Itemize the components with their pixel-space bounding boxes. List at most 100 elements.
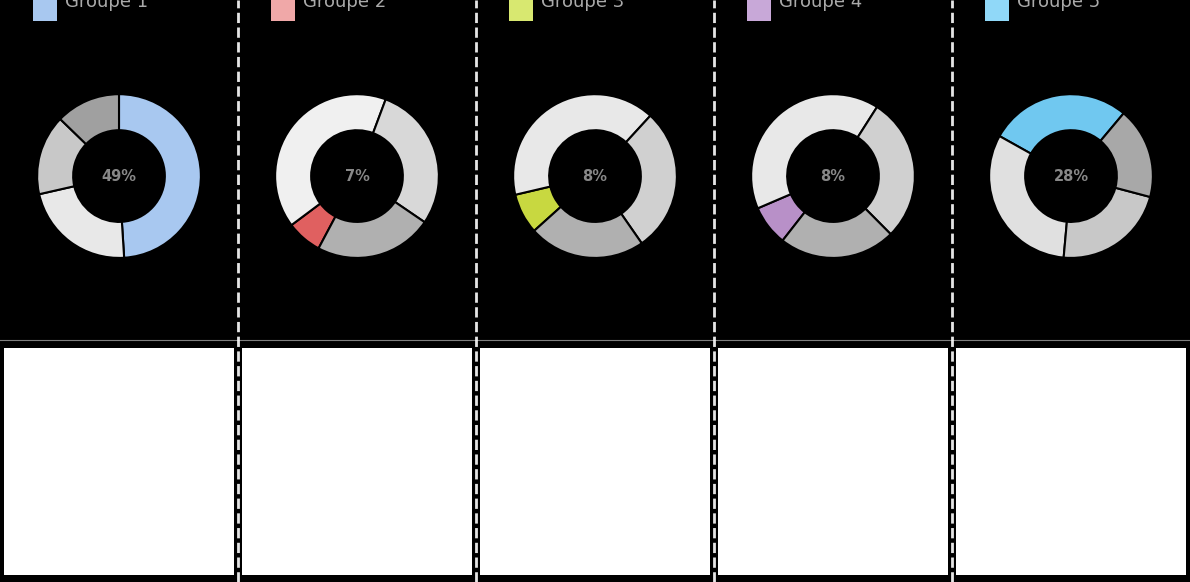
Text: sociale: sociale [494, 396, 533, 406]
Text: Plus jeunes avec le plus: Plus jeunes avec le plus [970, 357, 1106, 367]
Text: 60%: 60% [256, 403, 281, 413]
FancyBboxPatch shape [747, 0, 771, 22]
Text: 20-24 ans.: 20-24 ans. [33, 453, 86, 464]
Text: n’ont pas fini: n’ont pas fini [68, 484, 137, 494]
Text: Autres groupes de CAEOG: Autres groupes de CAEOG [18, 357, 164, 367]
FancyBboxPatch shape [985, 0, 1009, 22]
Text: ❖: ❖ [728, 505, 735, 514]
Text: femmes.: femmes. [970, 423, 1014, 433]
Text: ❖: ❖ [14, 484, 21, 494]
Text: Plus attachés au: Plus attachés au [256, 357, 350, 367]
Wedge shape [275, 94, 386, 225]
Text: 57%: 57% [33, 434, 57, 444]
Wedge shape [751, 94, 877, 208]
Text: 70%: 70% [985, 505, 1009, 515]
Wedge shape [1064, 188, 1151, 258]
Wedge shape [858, 107, 915, 234]
Text: 7%: 7% [345, 169, 369, 183]
Text: immigrants.: immigrants. [747, 525, 807, 535]
Text: étaient des: étaient des [1006, 403, 1065, 413]
Wedge shape [1000, 94, 1123, 154]
Text: employés un an: employés un an [271, 474, 351, 485]
Text: 55%: 55% [33, 484, 57, 494]
Wedge shape [989, 136, 1067, 258]
Text: ❖: ❖ [728, 455, 735, 464]
Text: ❖: ❖ [966, 455, 973, 464]
FancyBboxPatch shape [509, 0, 533, 22]
Text: 76%: 76% [985, 455, 1009, 464]
Text: ont reçu les: ont reçu les [306, 525, 368, 535]
Text: ❖: ❖ [14, 384, 21, 392]
Text: 21%: 21% [509, 474, 533, 484]
Text: marché du travail: marché du travail [256, 377, 357, 386]
Wedge shape [783, 208, 890, 258]
Text: ❖: ❖ [14, 434, 21, 443]
Text: plus de 25 ans.: plus de 25 ans. [256, 423, 333, 433]
Text: ont reçu les: ont reçu les [544, 525, 606, 535]
Wedge shape [319, 202, 425, 258]
Text: 61%: 61% [494, 423, 519, 433]
Text: postsecondaire.: postsecondaire. [747, 474, 826, 484]
Text: 8%: 8% [820, 169, 846, 183]
Text: 59%: 59% [33, 384, 57, 393]
Text: femmes.: femmes. [732, 423, 776, 433]
Text: prestations: prestations [509, 545, 565, 555]
FancyBboxPatch shape [271, 0, 295, 22]
Text: handicap.: handicap. [509, 494, 558, 504]
Text: ❖: ❖ [252, 455, 259, 464]
Text: femmes.: femmes. [494, 443, 538, 453]
Text: ❖: ❖ [490, 474, 497, 484]
Wedge shape [534, 207, 641, 258]
Text: Groupe 5: Groupe 5 [1017, 0, 1101, 11]
Text: l’école secondaire.: l’école secondaire. [33, 504, 126, 514]
Text: étaient des: étaient des [68, 384, 127, 393]
Text: étaient âgés de: étaient âgés de [1020, 455, 1101, 465]
Text: 49%: 49% [101, 169, 137, 183]
Text: 81%: 81% [271, 455, 295, 464]
Text: 69%: 69% [732, 403, 757, 413]
Text: 90%: 90% [509, 525, 533, 535]
Text: Groupe 2: Groupe 2 [303, 0, 387, 11]
Text: prestatations d’AE.: prestatations d’AE. [271, 545, 365, 555]
Text: Groupe 1: Groupe 1 [65, 0, 149, 11]
Text: étaient: étaient [306, 455, 344, 464]
Wedge shape [61, 94, 119, 144]
Wedge shape [39, 186, 124, 258]
Wedge shape [1101, 113, 1153, 197]
Text: l’école secondaire.: l’école secondaire. [985, 525, 1078, 535]
Text: étaient des: étaient des [530, 423, 589, 433]
Wedge shape [515, 186, 560, 231]
Text: étaient âgés entre: étaient âgés entre [68, 434, 163, 444]
Text: n’ont pas fini: n’ont pas fini [1020, 505, 1089, 515]
Wedge shape [513, 94, 651, 195]
Wedge shape [119, 94, 201, 258]
Text: bas niveau d’éducation: bas niveau d’éducation [970, 377, 1102, 386]
Text: 29%: 29% [271, 525, 295, 535]
Wedge shape [374, 100, 439, 222]
Text: étaient âgés de: étaient âgés de [292, 403, 372, 414]
Text: Forte dépendance à: Forte dépendance à [494, 357, 607, 367]
Text: étaient des: étaient des [768, 403, 827, 413]
Text: avaient un: avaient un [544, 474, 600, 484]
Text: ont fini le: ont fini le [782, 455, 832, 464]
Text: 8%: 8% [582, 169, 608, 183]
Text: hommes.: hommes. [33, 403, 79, 413]
Text: 45%: 45% [747, 455, 771, 464]
Wedge shape [621, 116, 677, 243]
Text: Groupe 3: Groupe 3 [541, 0, 625, 11]
Wedge shape [292, 204, 336, 249]
Text: 28%: 28% [1053, 169, 1089, 183]
Text: avant.: avant. [271, 494, 302, 504]
Text: l’égard de l’aide: l’égard de l’aide [494, 377, 587, 387]
Wedge shape [37, 119, 86, 194]
Text: Immigrants: Immigrants [732, 357, 797, 367]
Text: ❖: ❖ [252, 525, 259, 534]
Text: hautement instruits: hautement instruits [732, 377, 845, 386]
Text: 70%: 70% [747, 505, 771, 515]
Text: 67%: 67% [970, 403, 995, 413]
Text: Groupe 4: Groupe 4 [779, 0, 863, 11]
Text: moins de 20 ans.: moins de 20 ans. [985, 474, 1071, 484]
Text: étaient des: étaient des [782, 505, 841, 515]
Wedge shape [758, 194, 804, 240]
FancyBboxPatch shape [33, 0, 57, 22]
